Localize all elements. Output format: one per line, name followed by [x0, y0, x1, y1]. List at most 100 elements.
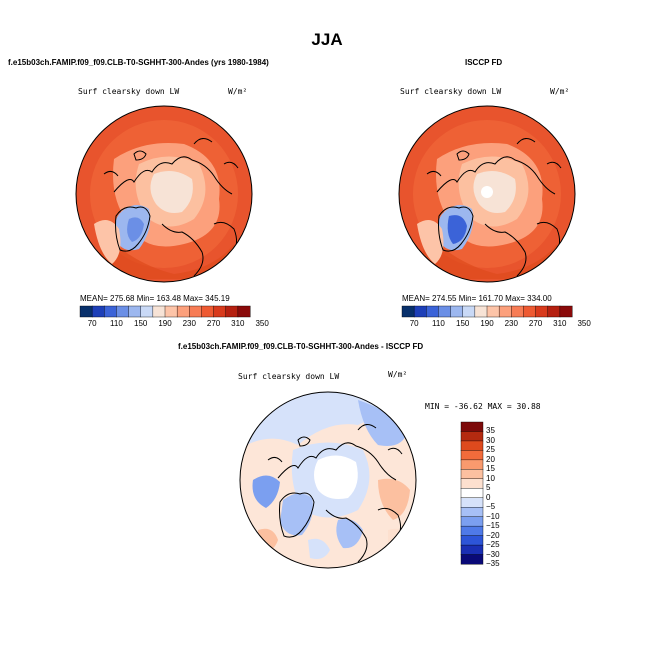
panel-tl-colorbar-tick-label: 230: [182, 319, 196, 328]
panel-tr-colorbar-swatch: [535, 305, 549, 318]
panel-tl-colorbar-swatch: [201, 305, 215, 318]
panel-tr-colorbar-tick-label: 190: [480, 319, 494, 328]
panel-tr-stats: MEAN= 274.55 Min= 161.70 Max= 334.00: [402, 294, 552, 303]
panel-diff-colorbar-tick-label: −25: [486, 540, 500, 550]
panel-diff-colorbar-tick-label: −20: [486, 530, 500, 540]
panel-diff-stats: MIN = -36.62 MAX = 30.88: [425, 402, 541, 411]
panel-diff-colorbar-swatch: [460, 525, 484, 537]
panel-tl-units: W/m²: [228, 87, 248, 96]
panel-tr-colorbar-swatch: [426, 305, 439, 318]
panel-diff-colorbar-swatch: [460, 516, 484, 527]
panel-diff-polar-map: [239, 391, 417, 569]
panel-tl-colorbar-swatch: [164, 305, 178, 318]
panel-tr-variable: Surf clearsky down LW: [400, 87, 502, 96]
panel-tr-colorbar-swatch: [523, 305, 537, 318]
panel-tl-variable: Surf clearsky down LW: [78, 87, 180, 96]
panel-tl-polar-map: [75, 105, 253, 283]
panel-tr-colorbar: [401, 305, 573, 318]
panel-diff-units: W/m²: [388, 370, 408, 379]
panel-tr-colorbar-swatch: [486, 305, 500, 318]
panel-tl-colorbar-swatch: [152, 305, 166, 318]
panel-tl-colorbar-swatch: [213, 305, 227, 318]
panel-tr-colorbar-tick-label: 150: [456, 319, 470, 328]
panel-tr-colorbar-tick-label: 110: [432, 319, 445, 328]
panel-tl-colorbar-labels: 70 110 150 190 230 270 310 350: [80, 319, 269, 329]
panel-diff-colorbar-swatch: [460, 497, 484, 508]
panel-tl-colorbar-swatch: [79, 305, 93, 318]
panel-diff-colorbar-swatch: [460, 459, 484, 470]
panel-diff-colorbar-swatch: [460, 440, 484, 451]
panel-tr-colorbar-tick-label: 270: [528, 319, 543, 328]
panel-tl-colorbar-tick-label: 70: [87, 319, 97, 328]
panel-tl-colorbar-swatch: [189, 305, 202, 318]
panel-tr-coastlines: [426, 138, 562, 277]
panel-tr-colorbar-tick-label: 230: [504, 319, 518, 328]
panel-diff-colorbar-swatch: [460, 431, 484, 442]
panel-diff-colorbar-tick-label: 35: [486, 426, 495, 436]
panel-tr-colorbar-swatch: [498, 305, 512, 318]
panel-diff-colorbar-tick-label: 10: [486, 473, 495, 483]
panel-tl-case-title: f.e15b03ch.FAMIP.f09_f09.CLB-T0-SGHHT-30…: [8, 58, 269, 67]
panel-diff-colorbar-swatch: [460, 450, 484, 461]
panel-diff-variable: Surf clearsky down LW: [238, 372, 340, 381]
panel-diff-colorbar-swatch: [460, 535, 484, 546]
panel-diff-colorbar-tick-label: 20: [486, 454, 495, 464]
panel-tl-colorbar-swatch: [237, 305, 251, 318]
panel-diff-colorbar-swatch: [460, 421, 484, 432]
panel-diff-colorbar-tick-label: 0: [486, 492, 491, 502]
panel-tr-colorbar-swatch: [474, 305, 488, 318]
panel-tr-colorbar-tick-label: 350: [577, 319, 591, 328]
panel-diff-colorbar-tick-label: 30: [486, 435, 495, 445]
panel-tr-polar-map: [398, 105, 576, 283]
panel-tl-colorbar: [79, 305, 251, 318]
panel-diff-colorbar-tick-label: 5: [486, 483, 491, 493]
panel-tr-colorbar-swatch: [559, 305, 573, 318]
panel-tl-colorbar-tick-label: 350: [255, 319, 269, 328]
panel-tl-colorbar-tick-label: 110: [110, 319, 123, 328]
panel-diff-colorbar-swatch: [460, 554, 484, 565]
panel-tr-pole-hole: [481, 186, 493, 198]
panel-diff-colorbar-swatch: [460, 488, 484, 499]
panel-tl-colorbar-swatch: [91, 305, 105, 318]
panel-tr-colorbar-swatch: [413, 305, 427, 318]
panel-tl-colorbar-swatch: [140, 305, 154, 318]
panel-diff-colorbar-tick-label: −5: [486, 502, 496, 512]
panel-diff-colorbar-swatch: [460, 478, 484, 489]
panel-tr-colorbar-labels: 70 110 150 190 230 270 310 350: [402, 319, 591, 329]
panel-tl-colorbar-swatch: [225, 305, 239, 318]
panel-tr-colorbar-tick-label: 310: [553, 319, 567, 328]
panel-diff-colorbar-tick-label: −15: [486, 521, 500, 531]
panel-diff-colorbar-tick-label: −10: [486, 511, 500, 521]
panel-tl-stats: MEAN= 275.68 Min= 163.48 Max= 345.19: [80, 294, 230, 303]
panel-diff-colorbar-tick-label: −30: [486, 549, 500, 559]
panel-tl-coastlines: [103, 138, 239, 277]
panel-tr-colorbar-swatch: [511, 305, 524, 318]
panel-tl-colorbar-swatch: [176, 305, 190, 318]
panel-diff-coastlines: [267, 424, 403, 563]
panel-tl-colorbar-tick-label: 150: [134, 319, 148, 328]
panel-diff-colorbar-tick-label: 15: [486, 464, 495, 474]
panel-tr-colorbar-swatch: [547, 305, 561, 318]
panel-diff-colorbar-swatch: [460, 469, 484, 480]
panel-diff-case-title: f.e15b03ch.FAMIP.f09_f09.CLB-T0-SGHHT-30…: [178, 342, 424, 351]
panel-tr-case-title: ISCCP FD: [465, 58, 503, 67]
panel-tl-colorbar-tick-label: 310: [231, 319, 245, 328]
panel-diff-colorbar-tick-label: 25: [486, 445, 495, 455]
panel-tl-colorbar-swatch: [128, 305, 142, 318]
panel-diff-colorbar-swatch: [460, 506, 484, 518]
panel-tl-colorbar-tick-label: 190: [158, 319, 172, 328]
panel-tr-colorbar-swatch: [438, 305, 452, 318]
figure-title: JJA: [311, 30, 343, 49]
panel-tl-colorbar-swatch: [104, 305, 117, 318]
panel-tr-colorbar-swatch: [462, 305, 476, 318]
panel-tr-colorbar-swatch: [401, 305, 415, 318]
panel-diff-colorbar-swatch: [460, 544, 484, 556]
panel-tl-colorbar-swatch: [116, 305, 130, 318]
panel-diff-colorbar-tick-label: −35: [486, 559, 500, 568]
panel-tr-units: W/m²: [550, 87, 570, 96]
panel-tl-colorbar-tick-label: 270: [206, 319, 221, 328]
panel-diff-colorbar: [460, 421, 484, 565]
panel-tr-colorbar-swatch: [450, 305, 464, 318]
panel-tr-colorbar-tick-label: 70: [409, 319, 419, 328]
panel-diff-colorbar-labels: 35 30 25 20 15 10 5 0 −5 −10 −15 −20 −25 −30 −35: [486, 422, 516, 568]
